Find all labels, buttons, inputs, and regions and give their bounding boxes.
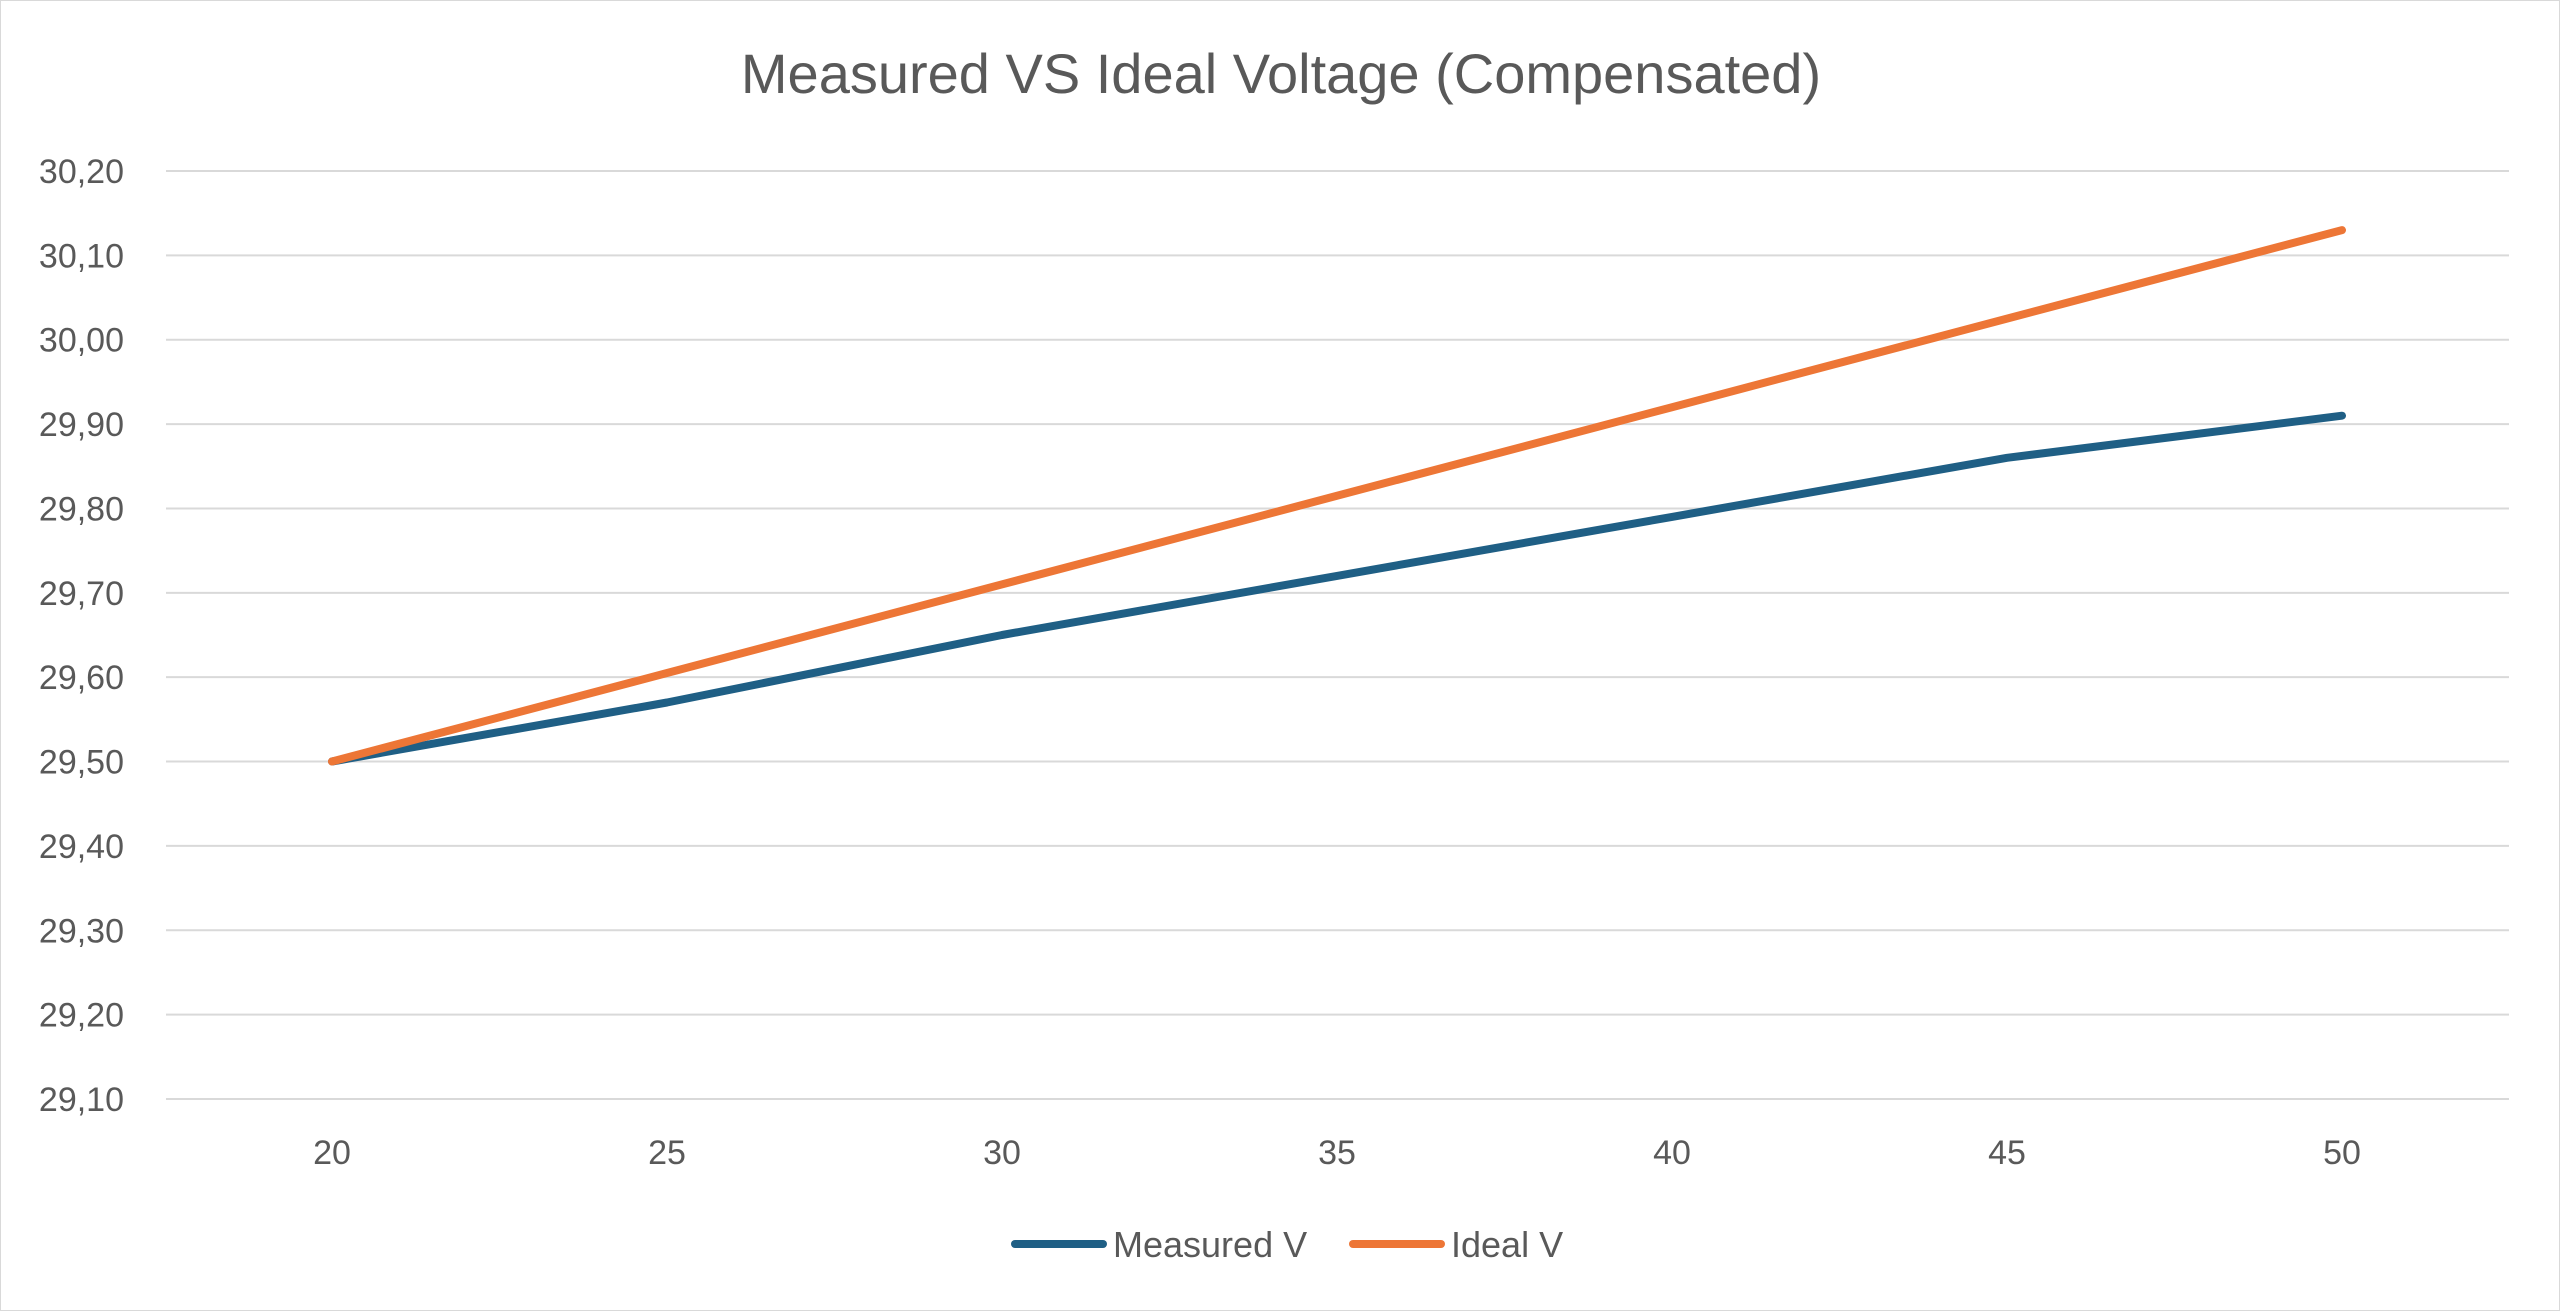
series-ideal-v — [332, 230, 2342, 762]
y-tick-label: 29,20 — [39, 997, 124, 1035]
grid-lines — [166, 171, 2509, 1099]
y-tick-label: 29,80 — [39, 490, 124, 528]
legend-label: Ideal V — [1451, 1224, 1563, 1265]
x-tick-label: 50 — [2323, 1134, 2361, 1172]
x-tick-label: 40 — [1653, 1134, 1691, 1172]
x-tick-label: 35 — [1318, 1134, 1356, 1172]
chart-title: Measured VS Ideal Voltage (Compensated) — [741, 42, 1821, 105]
y-tick-label: 29,70 — [39, 575, 124, 613]
series-lines — [332, 230, 2342, 762]
y-tick-label: 30,00 — [39, 322, 124, 360]
x-tick-label: 20 — [313, 1134, 351, 1172]
y-axis-tick-labels: 30,20 30,10 30,00 29,90 29,80 29,70 29,60 29,50… — [39, 153, 124, 1119]
y-tick-label: 29,90 — [39, 406, 124, 444]
y-tick-label: 29,40 — [39, 828, 124, 866]
series-measured-v — [332, 416, 2342, 762]
legend-entry: Measured V — [1015, 1224, 1307, 1265]
x-tick-label: 30 — [983, 1134, 1021, 1172]
y-tick-label: 29,30 — [39, 912, 124, 950]
legend-entry: Ideal V — [1353, 1224, 1563, 1265]
x-axis-tick-labels: 20 25 30 35 40 45 50 — [313, 1134, 2361, 1172]
legend: Measured V Ideal V — [1015, 1224, 1563, 1265]
y-tick-label: 29,60 — [39, 659, 124, 697]
x-tick-label: 25 — [648, 1134, 686, 1172]
legend-label: Measured V — [1113, 1224, 1307, 1265]
y-tick-label: 29,50 — [39, 744, 124, 782]
y-tick-label: 30,20 — [39, 153, 124, 191]
y-tick-label: 30,10 — [39, 237, 124, 275]
x-tick-label: 45 — [1988, 1134, 2026, 1172]
series-line — [332, 416, 2342, 762]
y-tick-label: 29,10 — [39, 1081, 124, 1119]
